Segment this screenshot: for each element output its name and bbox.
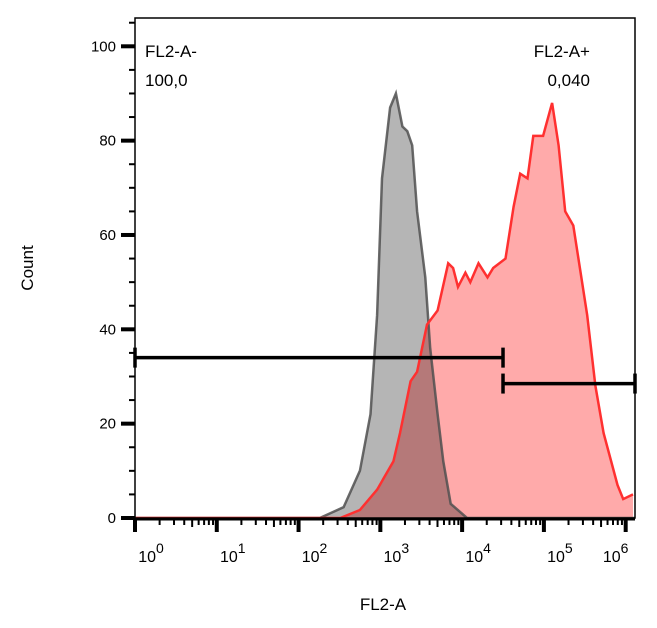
gate-pos-name: FL2-A+ bbox=[534, 42, 590, 61]
x-tick-label: 106 bbox=[603, 540, 629, 566]
y-tick-label: 40 bbox=[99, 321, 116, 338]
x-tick-label: 102 bbox=[302, 540, 328, 566]
x-tick-label: 104 bbox=[465, 540, 491, 566]
x-tick-label: 100 bbox=[138, 540, 164, 566]
y-tick-label: 20 bbox=[99, 416, 116, 433]
series-fill-positive bbox=[135, 102, 634, 519]
x-tick-label: 103 bbox=[384, 540, 410, 566]
gate-pos-value: 0,040 bbox=[547, 71, 590, 90]
series-line-positive bbox=[135, 102, 634, 520]
y-axis-label: Count bbox=[18, 245, 37, 291]
y-tick-label: 0 bbox=[108, 510, 116, 527]
gate-neg-value: 100,0 bbox=[145, 71, 188, 90]
x-tick-label: 101 bbox=[220, 540, 246, 566]
y-tick-label: 80 bbox=[99, 133, 116, 150]
y-tick-label: 100 bbox=[91, 38, 116, 55]
series-fill-control bbox=[135, 93, 635, 518]
x-axis-label: FL2-A bbox=[360, 595, 407, 614]
series-line-control bbox=[135, 89, 635, 520]
gate-neg-name: FL2-A- bbox=[145, 42, 197, 61]
x-tick-label: 105 bbox=[547, 540, 573, 566]
y-tick-label: 60 bbox=[99, 227, 116, 244]
axes: 0 20 40 60 80 100 100 101 102 103 104 105 106 bbox=[91, 17, 636, 566]
plot-area bbox=[133, 89, 637, 520]
